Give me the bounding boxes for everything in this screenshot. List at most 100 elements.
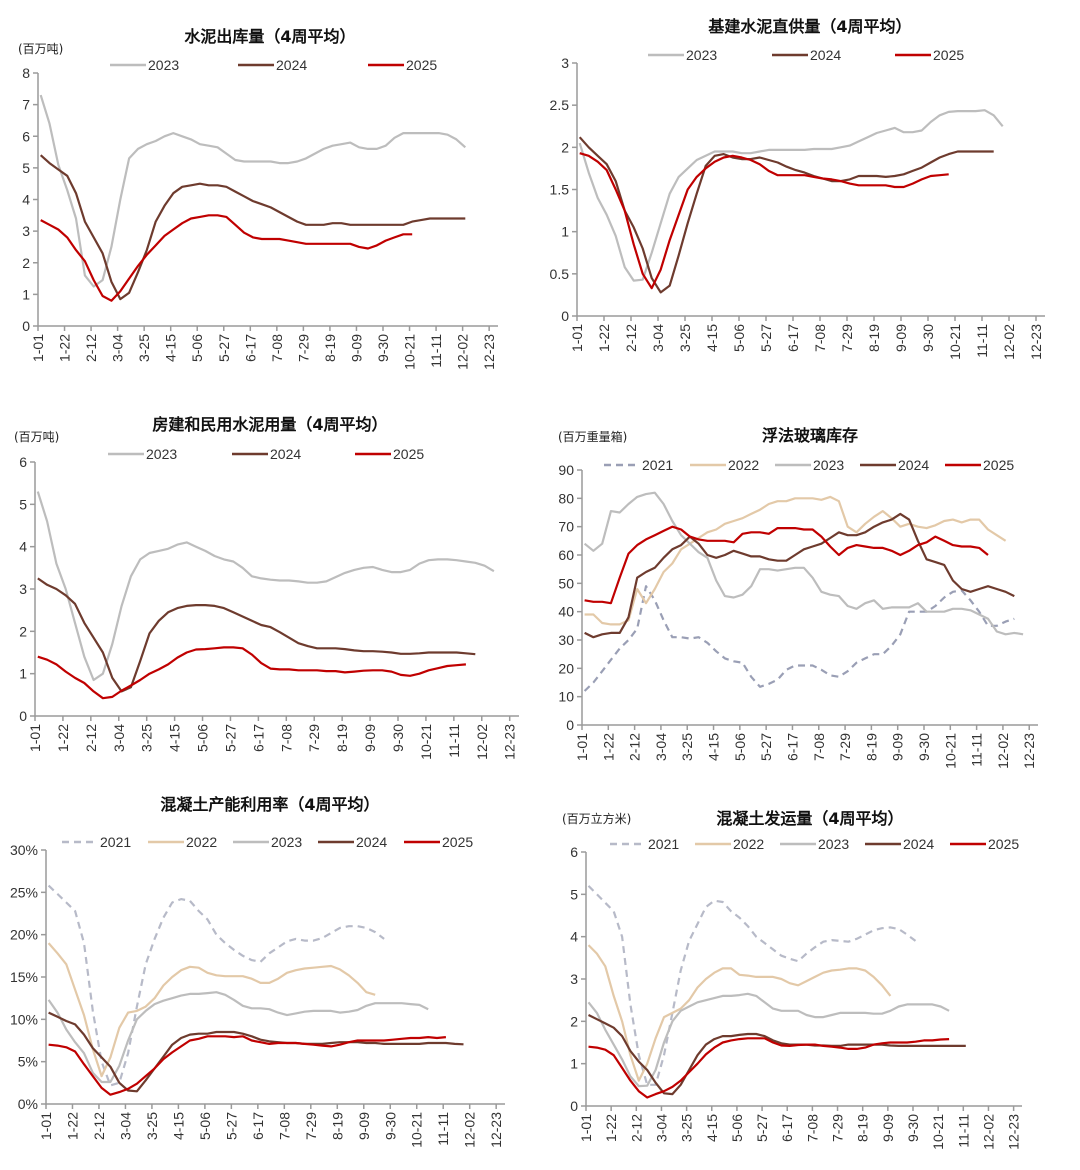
unit-label: (百万立方米)	[562, 811, 631, 826]
x-tick-label: 4-15	[163, 334, 179, 362]
legend-item-2023: 2023	[648, 47, 717, 63]
legend-item-2024: 2024	[772, 47, 841, 63]
x-tick-label: 3-25	[136, 334, 152, 362]
y-tick-label: 0	[561, 308, 569, 324]
x-tick-label: 3-04	[110, 334, 126, 362]
x-tick-label: 7-08	[811, 733, 827, 761]
series-line-2025	[37, 646, 466, 700]
series-line-2023	[583, 491, 1024, 636]
legend-item-2025: 2025	[950, 836, 1019, 852]
series-line-2024	[578, 136, 994, 294]
legend-item-2024: 2024	[860, 457, 929, 473]
legend-label: 2024	[356, 834, 387, 850]
x-tick-label: 5-27	[223, 1112, 239, 1140]
x-tick-label: 9-30	[390, 724, 406, 752]
y-tick-label: 1	[19, 666, 27, 682]
legend-label: 2023	[271, 834, 302, 850]
x-tick-label: 12-02	[462, 1112, 478, 1148]
series-line-2021	[583, 585, 1015, 692]
x-tick-label: 1-22	[600, 733, 616, 761]
chart-title: 混凝土发运量（4周平均）	[716, 809, 903, 828]
x-tick-label: 3-25	[677, 324, 693, 352]
series-line-2023	[39, 94, 467, 288]
legend-label: 2025	[442, 834, 473, 850]
x-tick-label: 7-29	[830, 1114, 846, 1142]
y-tick-label: 90	[558, 462, 574, 478]
x-tick-label: 7-29	[295, 334, 311, 362]
chart-svg: 水泥出库量（4周平均） (百万吨) 0 1 2 3 4 5 6 7 8 1-01 1-22 2-12 3-0…	[18, 27, 498, 370]
x-tick-label: 3-04	[117, 1112, 133, 1140]
x-tick-label: 9-09	[890, 733, 906, 761]
x-tick-label: 2-12	[628, 1114, 644, 1142]
y-tick-label: 5	[570, 886, 578, 902]
x-tick-label: 12-23	[1021, 733, 1037, 769]
legend-label: 2022	[186, 834, 217, 850]
x-tick-label: 4-15	[170, 1112, 186, 1140]
legend-item-2023: 2023	[780, 836, 849, 852]
chart-svg: 混凝土发运量（4周平均） (百万立方米) 0 1 2 3 4 5 6 1-01 1-22 2-12 3-…	[562, 809, 1022, 1150]
y-tick-label: 1	[22, 286, 30, 302]
legend-item-2025: 2025	[355, 446, 424, 462]
series-line-2025	[48, 1035, 447, 1096]
legend-item-2025: 2025	[368, 57, 437, 73]
x-tick-label: 7-29	[303, 1112, 319, 1140]
legend-item-2025: 2025	[404, 834, 473, 850]
x-tick-label: 11-11	[974, 324, 990, 358]
legend-label: 2024	[810, 47, 841, 63]
x-tick-label: 9-09	[880, 1114, 896, 1142]
x-tick-label: 12-23	[1006, 1114, 1022, 1150]
x-tick-label: 1-22	[64, 1112, 80, 1140]
x-tick-label: 10-21	[402, 334, 418, 370]
x-tick-label: 3-04	[111, 724, 127, 752]
x-tick-label: 11-11	[969, 733, 985, 767]
y-tick-label: 60	[558, 547, 574, 563]
series-line-2024	[39, 154, 466, 301]
x-tick-label: 5-06	[197, 1112, 213, 1140]
x-tick-label: 11-11	[428, 334, 444, 368]
x-tick-label: 10-21	[409, 1112, 425, 1148]
x-tick-label: 5-06	[195, 724, 211, 752]
y-tick-label: 3	[22, 223, 30, 239]
legend-item-2024: 2024	[238, 57, 307, 73]
float-glass-inventory-chart: 浮法玻璃库存 (百万重量箱) 0 10 20 30 40 50 60 70 80 90 1-01 1-22…	[540, 390, 1080, 780]
legend-label: 2021	[642, 457, 673, 473]
x-tick-label: 9-09	[356, 1112, 372, 1140]
legend-item-2024: 2024	[318, 834, 387, 850]
x-tick-label: 3-25	[679, 1114, 695, 1142]
series-line-2025	[40, 214, 413, 302]
y-tick-label: 2	[570, 1013, 578, 1029]
legend-item-2022: 2022	[148, 834, 217, 850]
y-tick-label: 8	[22, 65, 30, 81]
unit-label: (百万吨)	[18, 42, 63, 56]
legend-item-2021: 2021	[62, 834, 131, 850]
legend-label: 2025	[983, 457, 1014, 473]
legend-item-2024: 2024	[232, 446, 301, 462]
x-tick-label: 8-19	[863, 733, 879, 761]
x-tick-label: 8-19	[866, 324, 882, 352]
x-tick-label: 10-21	[947, 324, 963, 360]
y-tick-label: 30	[558, 632, 574, 648]
x-tick-label: 1-01	[574, 733, 590, 761]
x-tick-label: 12-02	[455, 334, 471, 370]
x-tick-label: 4-15	[704, 1114, 720, 1142]
y-tick-label: 50	[558, 575, 574, 591]
x-tick-label: 1-22	[57, 334, 73, 362]
legend-label: 2025	[988, 836, 1019, 852]
chart-title: 基建水泥直供量（4周平均）	[707, 17, 911, 36]
x-tick-label: 2-12	[91, 1112, 107, 1140]
chart-svg: 浮法玻璃库存 (百万重量箱) 0 10 20 30 40 50 60 70 80 90 1-01 1-22…	[558, 426, 1038, 769]
y-tick-label: 6	[19, 454, 27, 470]
x-tick-label: 7-29	[839, 324, 855, 352]
x-tick-label: 7-08	[812, 324, 828, 352]
y-tick-label: 5	[19, 496, 27, 512]
legend-item-2023: 2023	[233, 834, 302, 850]
y-tick-label: 2	[22, 255, 30, 271]
y-tick-label: 7	[22, 97, 30, 113]
chart-title: 房建和民用水泥用量（4周平均）	[152, 415, 387, 434]
legend-label: 2025	[406, 57, 437, 73]
x-tick-label: 4-15	[704, 324, 720, 352]
legend-label: 2025	[933, 47, 964, 63]
x-tick-label: 1-01	[38, 1112, 54, 1140]
series-line-2025	[579, 152, 949, 290]
x-tick-label: 1-01	[30, 334, 46, 362]
